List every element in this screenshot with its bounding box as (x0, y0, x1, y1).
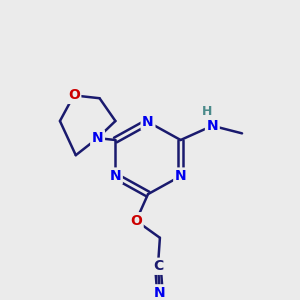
Text: O: O (130, 214, 142, 228)
Text: C: C (153, 259, 163, 273)
Text: N: N (142, 115, 154, 129)
Text: N: N (92, 131, 103, 145)
Text: N: N (154, 286, 166, 300)
Text: O: O (68, 88, 80, 102)
Text: N: N (206, 119, 218, 133)
Text: H: H (202, 105, 213, 118)
Text: N: N (175, 169, 186, 183)
Text: N: N (110, 169, 121, 183)
